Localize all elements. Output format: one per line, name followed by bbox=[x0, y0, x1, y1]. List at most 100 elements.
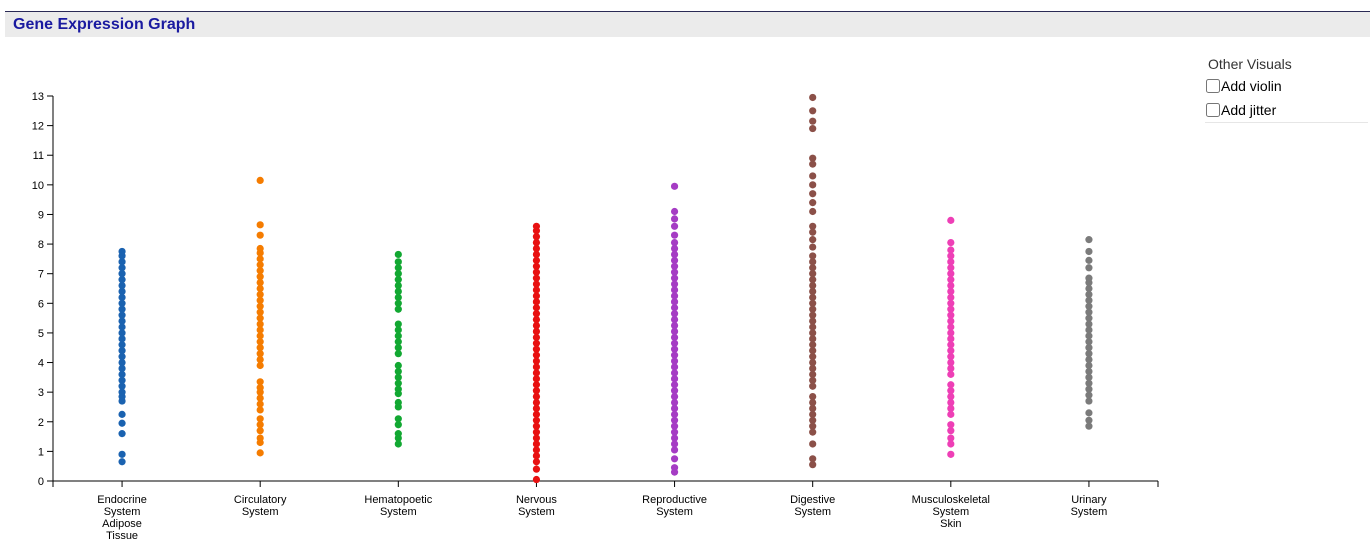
data-point bbox=[118, 358, 126, 367]
data-point bbox=[118, 323, 126, 331]
data-point bbox=[532, 410, 541, 418]
data-point bbox=[809, 341, 817, 349]
data-point bbox=[256, 290, 264, 299]
data-point bbox=[256, 267, 264, 275]
data-point bbox=[394, 299, 402, 307]
data-point bbox=[394, 398, 402, 407]
data-point bbox=[947, 370, 955, 378]
data-point bbox=[394, 264, 402, 272]
data-point bbox=[532, 315, 541, 324]
data-point bbox=[532, 475, 541, 484]
data-point bbox=[118, 382, 126, 390]
data-point bbox=[1085, 302, 1093, 310]
data-point bbox=[118, 376, 126, 384]
data-point bbox=[532, 351, 541, 359]
data-point bbox=[670, 375, 679, 383]
data-point bbox=[1085, 379, 1093, 387]
y-tick-label: 3 bbox=[38, 387, 44, 399]
data-point bbox=[118, 281, 126, 290]
data-point bbox=[947, 341, 955, 349]
add-violin-checkbox[interactable] bbox=[1206, 79, 1220, 93]
data-point bbox=[947, 440, 955, 448]
data-point bbox=[1085, 290, 1093, 299]
data-point bbox=[809, 222, 817, 230]
add-jitter-label: Add jitter bbox=[1221, 102, 1277, 118]
x-tick-label: System bbox=[242, 506, 279, 518]
data-point bbox=[394, 379, 402, 387]
data-point bbox=[809, 416, 817, 424]
data-point bbox=[394, 415, 402, 423]
data-point bbox=[532, 268, 541, 276]
data-point bbox=[670, 244, 679, 253]
data-point bbox=[1085, 397, 1093, 405]
data-point bbox=[809, 293, 817, 301]
data-point bbox=[256, 255, 264, 263]
data-point bbox=[256, 326, 264, 334]
data-point bbox=[670, 440, 679, 448]
data-point bbox=[532, 434, 541, 442]
x-tick-label: Skin bbox=[940, 518, 961, 530]
data-point bbox=[670, 351, 679, 359]
x-tick-label: Endocrine bbox=[97, 494, 147, 506]
data-point bbox=[947, 323, 955, 331]
data-point bbox=[532, 280, 541, 288]
data-point bbox=[118, 276, 126, 284]
data-point bbox=[670, 215, 679, 223]
data-point bbox=[532, 256, 541, 264]
data-point bbox=[394, 305, 402, 313]
data-point bbox=[670, 286, 679, 294]
data-point bbox=[532, 369, 541, 377]
data-point bbox=[947, 427, 955, 435]
data-point bbox=[1085, 355, 1093, 364]
data-point bbox=[947, 270, 955, 278]
data-point bbox=[532, 274, 541, 282]
data-point bbox=[809, 358, 817, 367]
add-jitter-option[interactable]: Add jitter bbox=[1205, 100, 1276, 120]
add-violin-option[interactable]: Add violin bbox=[1205, 76, 1282, 96]
data-point bbox=[394, 281, 402, 290]
data-point bbox=[1085, 296, 1093, 304]
data-point bbox=[670, 404, 679, 413]
x-tick-label: Adipose bbox=[102, 518, 142, 530]
data-point bbox=[809, 258, 817, 266]
add-jitter-checkbox[interactable] bbox=[1206, 103, 1220, 117]
data-point bbox=[670, 434, 679, 442]
data-point bbox=[670, 392, 679, 401]
data-point bbox=[532, 465, 541, 473]
other-visuals-title: Other Visuals bbox=[1208, 56, 1292, 72]
data-point bbox=[809, 252, 817, 260]
y-tick-label: 12 bbox=[32, 121, 44, 133]
data-point bbox=[809, 353, 817, 361]
data-point bbox=[809, 382, 817, 390]
data-point bbox=[256, 434, 264, 442]
data-point bbox=[532, 310, 541, 318]
data-point bbox=[256, 421, 264, 429]
data-point bbox=[532, 222, 541, 230]
data-point bbox=[809, 172, 817, 180]
data-point bbox=[670, 262, 679, 270]
data-point bbox=[1085, 361, 1093, 370]
data-point bbox=[532, 244, 541, 253]
data-point bbox=[809, 117, 817, 125]
data-point bbox=[1085, 314, 1093, 322]
data-point bbox=[947, 252, 955, 260]
data-point bbox=[394, 421, 402, 429]
data-point bbox=[394, 350, 402, 358]
x-tick-label: Urinary bbox=[1071, 494, 1107, 506]
data-point bbox=[118, 388, 126, 396]
data-point bbox=[947, 293, 955, 301]
data-point bbox=[1085, 367, 1093, 376]
data-point bbox=[1085, 391, 1093, 399]
data-point bbox=[394, 332, 402, 340]
data-point bbox=[947, 299, 955, 307]
data-point bbox=[809, 392, 817, 401]
data-point bbox=[947, 410, 955, 418]
x-tick-label: Hematopoetic bbox=[364, 494, 432, 506]
y-tick-label: 6 bbox=[38, 298, 44, 310]
data-point bbox=[670, 182, 679, 190]
page-title: Gene Expression Graph bbox=[13, 16, 196, 33]
data-point bbox=[670, 256, 679, 264]
data-point bbox=[809, 404, 817, 413]
data-point bbox=[809, 264, 817, 272]
data-point bbox=[809, 317, 817, 325]
